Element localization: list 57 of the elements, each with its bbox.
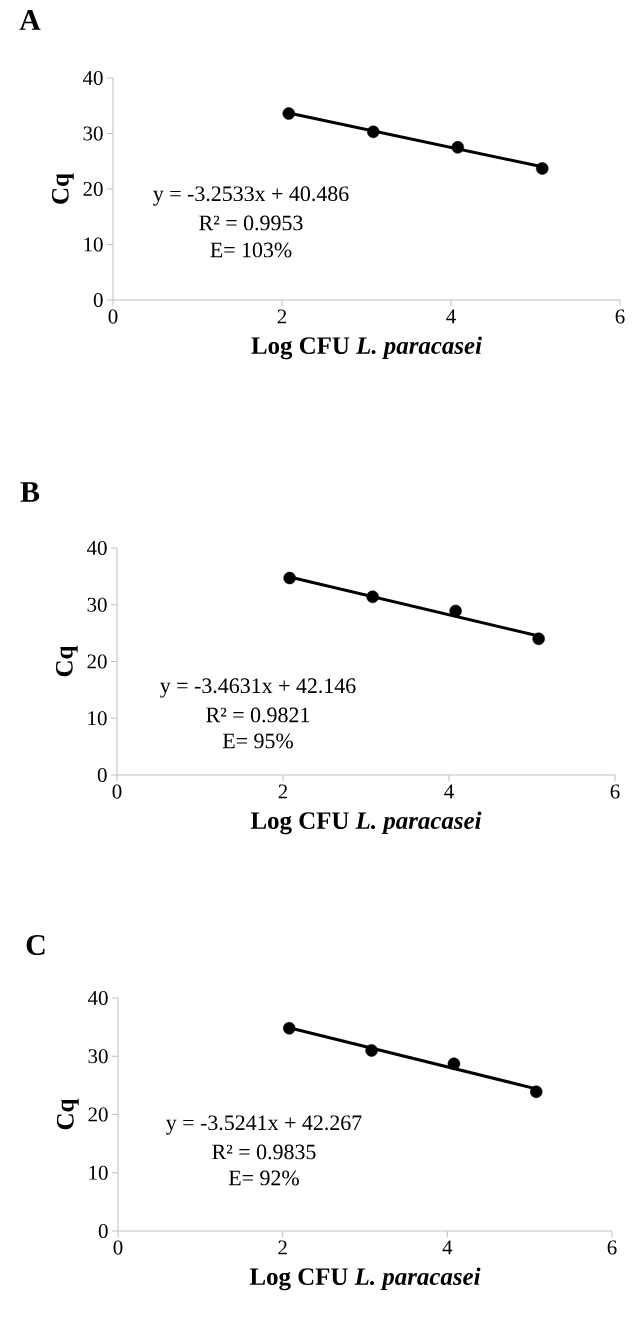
annotation: E= 92%	[228, 1170, 299, 1186]
y-tick-label: 30	[87, 597, 107, 612]
point	[530, 1085, 543, 1098]
x-tick-label: 2	[278, 1240, 287, 1255]
y-tick-label: 20	[83, 181, 103, 197]
chart-title: C	[26, 934, 45, 956]
point	[451, 141, 464, 154]
y-tick-label: 40	[82, 70, 103, 86]
annotation: R² = 0.9835	[212, 1144, 316, 1160]
x-tick-label: 2	[278, 784, 288, 799]
annotation: R² = 0.9953	[199, 215, 303, 231]
annotation: y = -3.2533x + 40.486	[153, 186, 349, 206]
y-axis-title: Cq	[51, 173, 74, 204]
x-axis-title: Log CFU L. paracasei	[250, 811, 482, 835]
x-tick-label: 6	[607, 1240, 617, 1255]
x-tick-label: 0	[112, 784, 122, 799]
x-tick-label: 4	[444, 784, 454, 799]
point	[367, 125, 380, 139]
point	[449, 604, 462, 618]
y-tick-label: 40	[87, 990, 108, 1006]
y-axis-title: Cq	[56, 1098, 79, 1130]
y-tick-label: 0	[97, 767, 107, 783]
chart-title: B	[20, 482, 40, 502]
y-tick-label: 10	[89, 1165, 108, 1180]
x-tick-label: 0	[113, 1240, 123, 1255]
y-tick-label: 20	[88, 1107, 108, 1122]
x-tick-label: 0	[108, 309, 118, 324]
x-axis-title: Log CFU L. paracasei	[251, 336, 482, 360]
x-tick-label: 2	[277, 309, 287, 324]
y-tick-label: 30	[88, 1049, 108, 1064]
y-tick-label: 0	[98, 1223, 108, 1239]
y-tick-label: 30	[83, 126, 103, 141]
point	[283, 571, 296, 585]
annotation: y = -3.4631x + 42.146	[160, 678, 356, 698]
x-tick-label: 6	[610, 784, 620, 799]
y-tick-label: 20	[87, 654, 107, 669]
x-axis-title: Log CFU L. paracasei	[249, 1267, 481, 1291]
y-tick-label: 10	[84, 237, 103, 252]
point	[283, 1022, 296, 1035]
point	[536, 162, 549, 175]
y-tick-label: 0	[93, 292, 103, 308]
point	[365, 1044, 378, 1057]
point	[532, 632, 545, 645]
annotation: R² = 0.9821	[206, 707, 310, 723]
point	[366, 590, 379, 603]
point	[282, 107, 295, 120]
point	[447, 1057, 461, 1071]
annotation: E= 95%	[222, 733, 293, 749]
x-tick-label: 6	[615, 309, 625, 324]
x-tick-label: 4	[442, 1240, 453, 1255]
y-axis-title: Cq	[55, 645, 78, 677]
annotation: E= 103%	[210, 242, 292, 258]
x-tick-label: 4	[446, 309, 456, 324]
y-tick-label: 40	[86, 540, 107, 556]
y-tick-label: 10	[88, 711, 107, 726]
annotation: y = -3.5241x + 42.267	[166, 1115, 362, 1135]
chart-title: A	[19, 10, 41, 30]
